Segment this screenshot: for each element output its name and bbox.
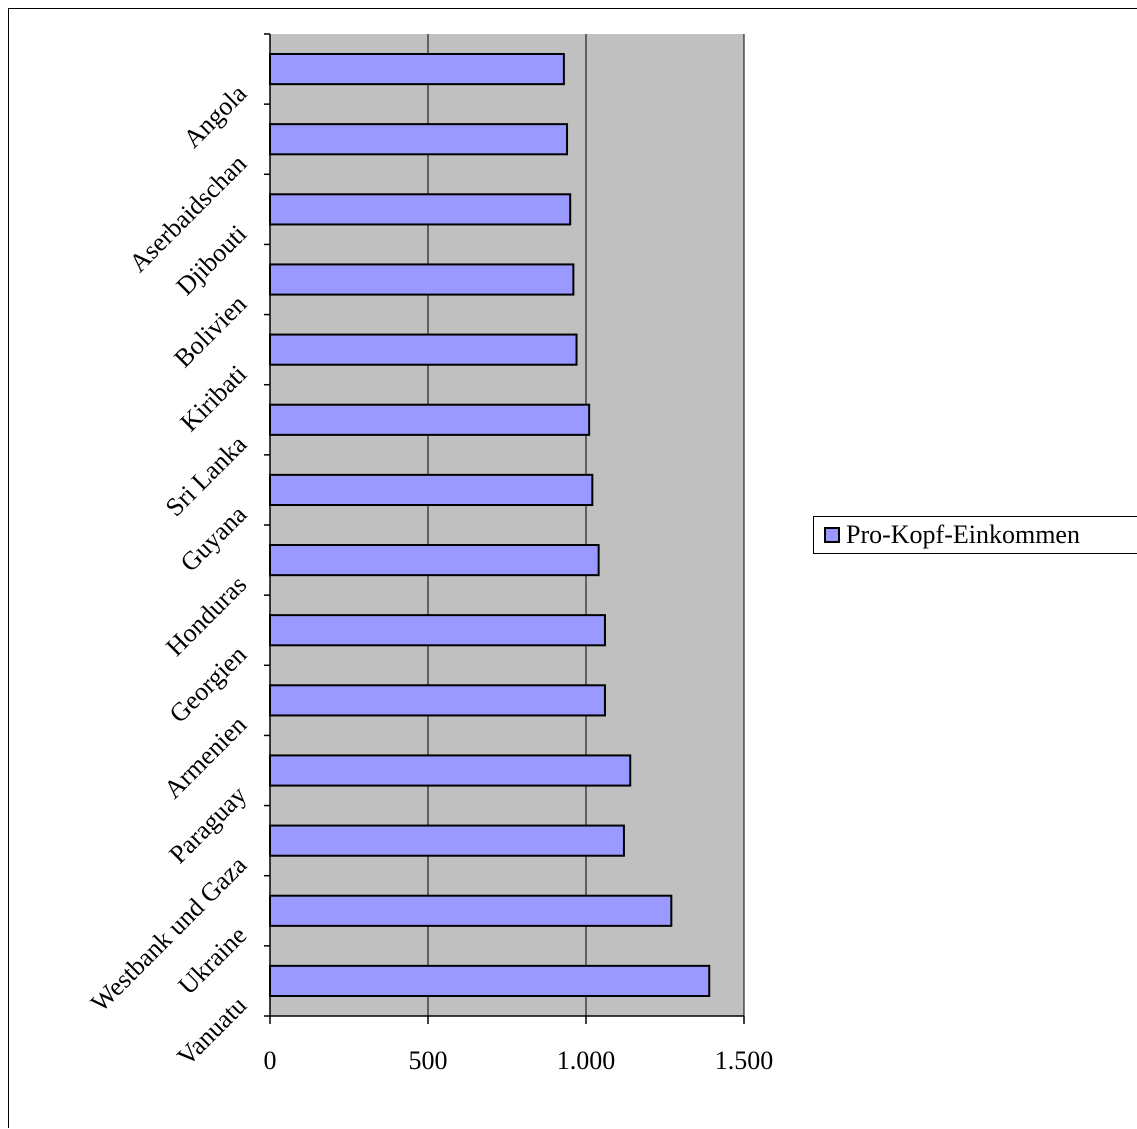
x-tick-label: 500 [409,1046,448,1075]
bar [269,333,578,366]
legend-label: Pro-Kopf-Einkommen [846,520,1080,549]
chart-frame: 0 500 1.000 1.500 Vanuatu Ukraine Westbank und… [8,8,1137,1128]
bar [269,754,632,787]
bar [269,684,606,717]
bar [269,403,591,436]
category-label: Angola [178,78,253,153]
bar [269,263,575,296]
bar [269,543,600,577]
bar [269,894,673,927]
bar [269,964,711,998]
bar [269,473,594,507]
bar [269,123,569,156]
bar [269,52,565,86]
legend-swatch [824,527,840,543]
legend: Pro-Kopf-Einkommen [813,516,1137,554]
x-tick-label: 1.500 [715,1046,774,1075]
bar [269,824,625,857]
bar [269,193,572,226]
category-label: Bolivien [168,289,252,373]
x-tick-label: 0 [264,1046,277,1075]
x-tick-label: 1.000 [557,1046,616,1075]
category-label: Vanuatu [171,991,252,1072]
bar [269,614,606,647]
plot-area [270,34,744,1016]
